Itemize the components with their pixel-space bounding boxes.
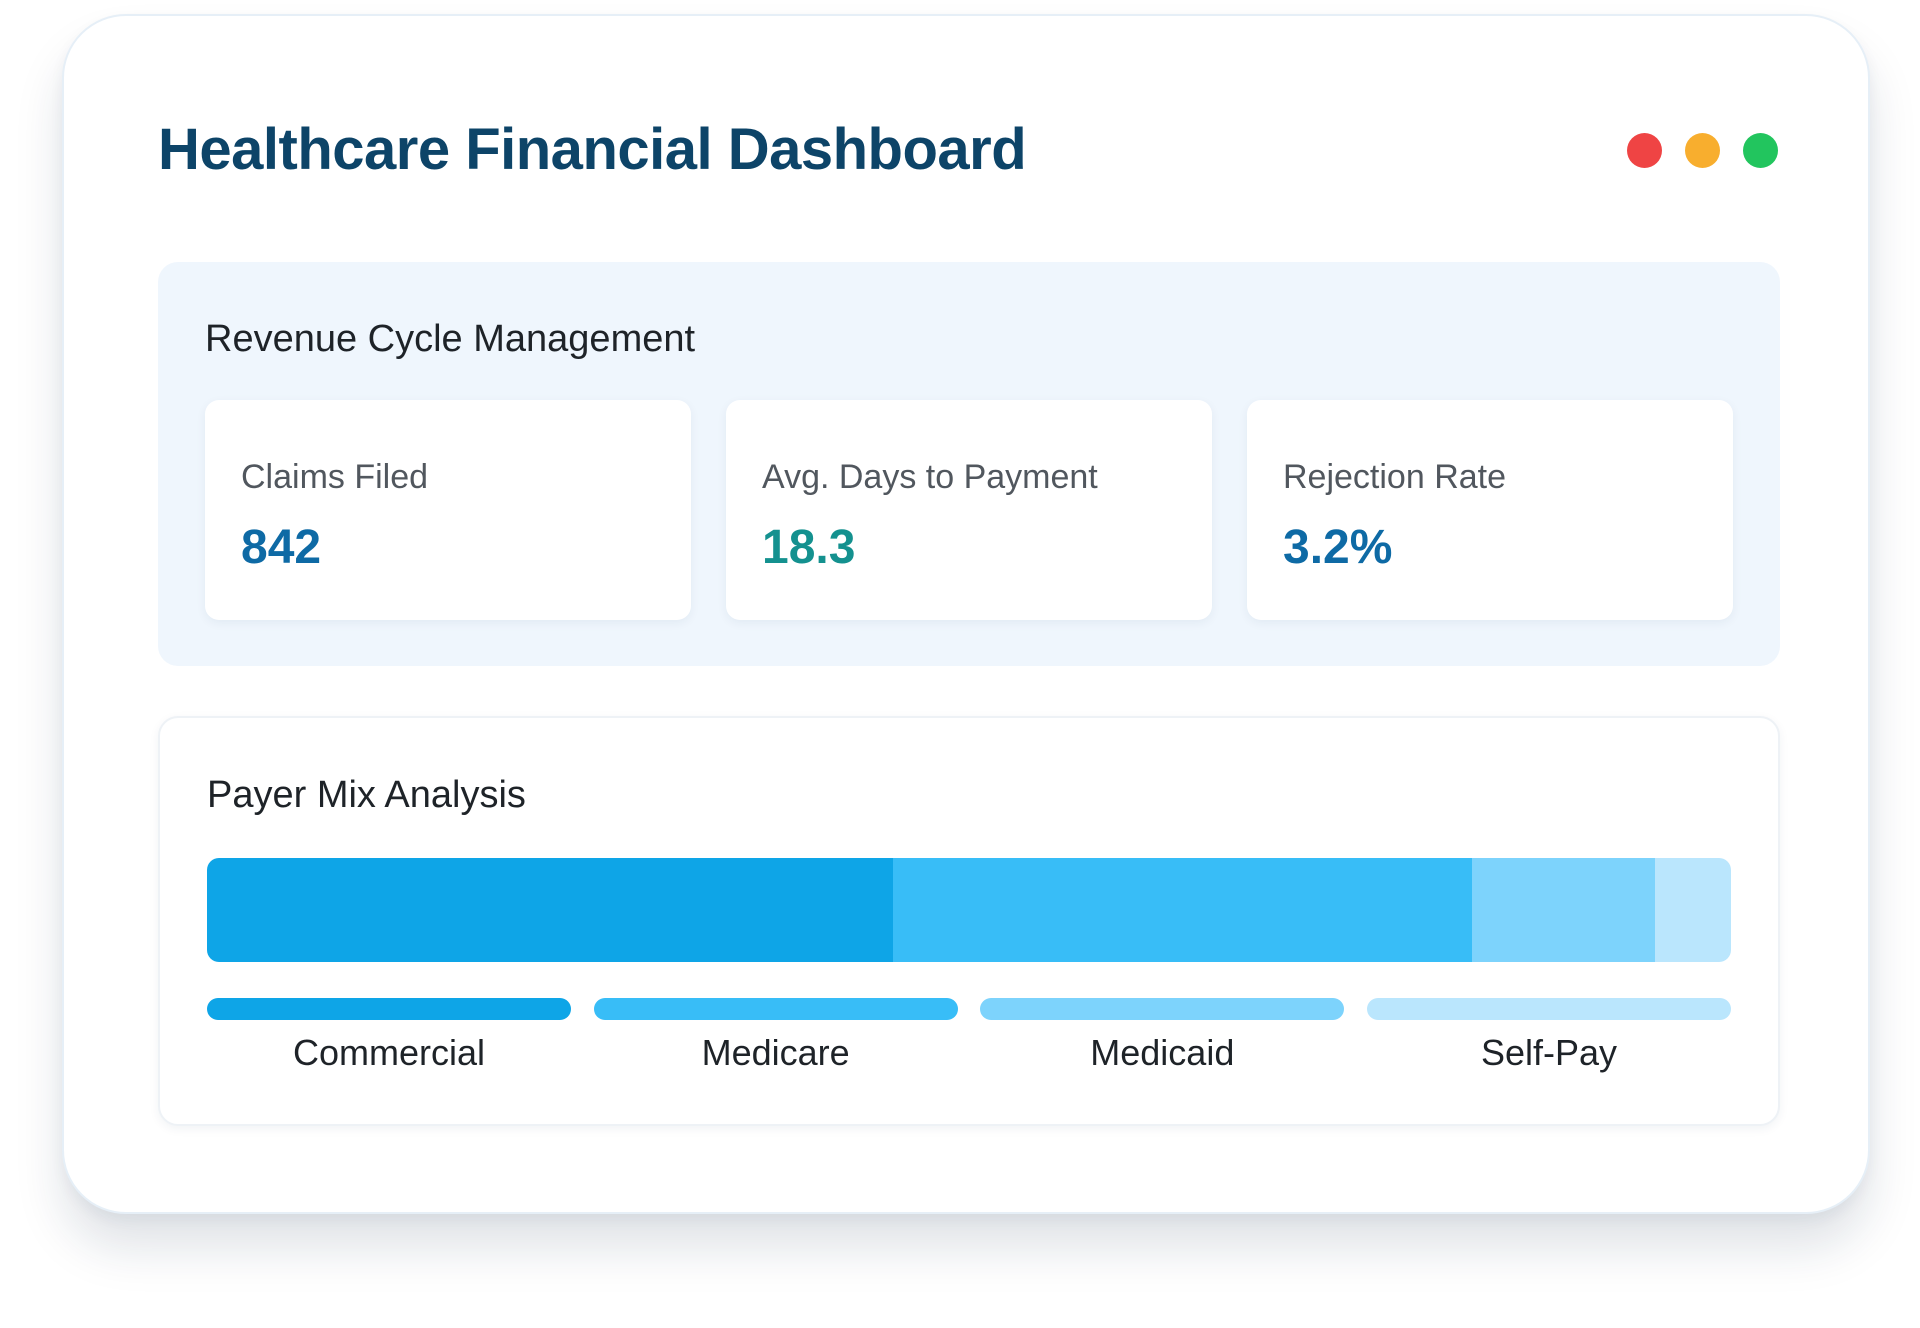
segment-medicaid (1471, 858, 1655, 962)
legend-item-self-pay: Self-Pay (1366, 998, 1731, 1074)
legend-swatch (1366, 998, 1731, 1020)
dashboard-window: Healthcare Financial Dashboard Revenue C… (62, 14, 1870, 1214)
segment-self-pay (1654, 858, 1731, 962)
maximize-window-icon[interactable] (1743, 133, 1778, 168)
legend-label: Commercial (292, 1032, 486, 1073)
payer-mix-bar (207, 858, 1731, 962)
revenue-cycle-panel: Revenue Cycle Management Claims Filed 84… (158, 262, 1780, 666)
legend-label: Self-Pay (1480, 1032, 1617, 1073)
kpi-label: Claims Filed (241, 458, 429, 496)
legend-swatch (980, 998, 1345, 1020)
window-controls (1627, 133, 1778, 168)
kpi-value: 3.2% (1283, 521, 1393, 574)
legend-label: Medicaid (1090, 1032, 1235, 1073)
payer-mix-title: Payer Mix Analysis (207, 774, 526, 816)
legend-item-medicaid: Medicaid (980, 998, 1345, 1074)
legend-swatch (207, 998, 571, 1020)
kpi-value: 18.3 (762, 521, 856, 574)
kpi-value: 842 (241, 521, 322, 574)
kpi-card-avg-days-to-payment: Avg. Days to Payment 18.3 (726, 400, 1212, 620)
kpi-label: Avg. Days to Payment (762, 458, 1098, 496)
legend-item-commercial: Commercial (207, 998, 571, 1074)
minimize-window-icon[interactable] (1685, 133, 1720, 168)
revenue-cycle-title: Revenue Cycle Management (205, 318, 696, 360)
kpi-label: Rejection Rate (1283, 458, 1507, 496)
legend-label: Medicare (701, 1032, 850, 1073)
kpi-card-rejection-rate: Rejection Rate 3.2% (1247, 400, 1733, 620)
segment-commercial (207, 858, 893, 962)
legend-swatch (593, 998, 958, 1020)
segment-medicare (892, 858, 1472, 962)
close-window-icon[interactable] (1627, 133, 1662, 168)
payer-mix-panel: Payer Mix Analysis Commercial Medicare M… (158, 716, 1780, 1126)
legend-item-medicare: Medicare (593, 998, 958, 1074)
kpi-card-claims-filed: Claims Filed 842 (205, 400, 691, 620)
payer-mix-legend: Commercial Medicare Medicaid Self-Pay (207, 998, 1731, 1074)
page-title: Healthcare Financial Dashboard (158, 117, 1027, 182)
